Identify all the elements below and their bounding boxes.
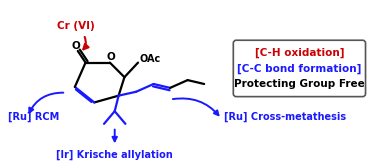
Text: Cr (VI): Cr (VI) bbox=[57, 21, 95, 31]
Text: O: O bbox=[71, 41, 80, 51]
Text: [Ru] Cross-metathesis: [Ru] Cross-metathesis bbox=[224, 112, 346, 122]
Text: [Ir] Krische allylation: [Ir] Krische allylation bbox=[56, 150, 173, 160]
Text: [Ru] RCM: [Ru] RCM bbox=[8, 112, 59, 122]
Text: OAc: OAc bbox=[140, 54, 161, 64]
Text: O: O bbox=[107, 52, 115, 62]
Text: [C-H oxidation]: [C-H oxidation] bbox=[255, 48, 344, 58]
FancyBboxPatch shape bbox=[233, 40, 366, 97]
Text: [C-C bond formation]: [C-C bond formation] bbox=[237, 63, 362, 74]
Text: Protecting Group Free: Protecting Group Free bbox=[234, 79, 365, 89]
